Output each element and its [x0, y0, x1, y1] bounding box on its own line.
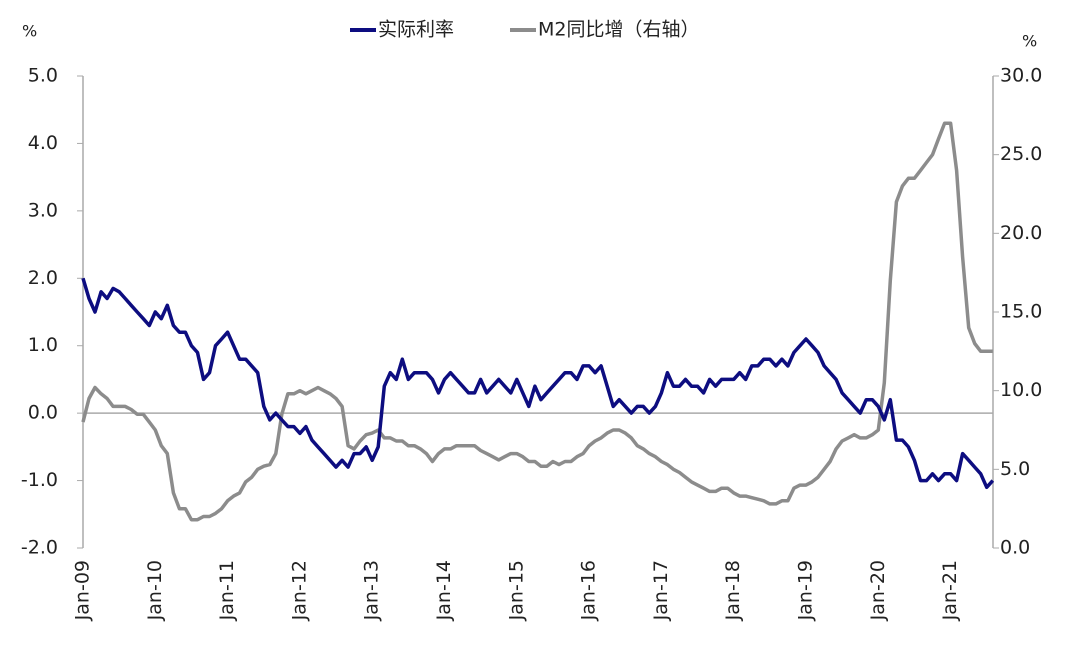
y2-tick-label: 5.0: [1000, 458, 1030, 480]
x-tick-label: Jan-14: [433, 560, 455, 621]
x-tick-label: Jan-21: [939, 560, 961, 621]
y-tick-label: 2.0: [28, 267, 58, 289]
series-line: [81, 277, 995, 490]
y-tick-label: 3.0: [28, 199, 58, 221]
y2-tick-label: 20.0: [1000, 222, 1042, 244]
y-tick-label: 4.0: [28, 132, 58, 154]
x-tick-label: Jan-10: [144, 560, 166, 621]
y2-tick-label: 10.0: [1000, 379, 1042, 401]
x-tick-label: Jan-19: [795, 560, 817, 621]
x-tick-label: Jan-13: [361, 560, 383, 621]
x-tick-label: Jan-12: [288, 560, 310, 621]
y-tick-label: -2.0: [21, 537, 58, 559]
x-tick-label: Jan-17: [650, 560, 672, 621]
y-axis-unit: %: [22, 22, 37, 41]
x-tick-label: Jan-11: [216, 560, 238, 621]
y2-tick-label: 15.0: [1000, 301, 1042, 323]
y-tick-label: 5.0: [28, 65, 58, 87]
x-tick-label: Jan-16: [578, 560, 600, 621]
x-tick-label: Jan-20: [867, 560, 889, 621]
legend: 实际利率 M2同比增（右轴）: [350, 19, 699, 41]
y2-axis-unit: %: [1022, 32, 1037, 51]
x-tick-label: Jan-18: [722, 560, 744, 621]
legend-label: M2同比增（右轴）: [538, 19, 699, 41]
x-tick-label: Jan-15: [505, 560, 527, 621]
legend-label: 实际利率: [378, 19, 454, 41]
series-line: [81, 121, 993, 522]
y-tick-label: -1.0: [21, 469, 58, 491]
y2-tick-label: 25.0: [1000, 143, 1042, 165]
y2-tick-label: 0.0: [1000, 537, 1030, 559]
y2-tick-label: 30.0: [1000, 65, 1042, 87]
x-tick-label: Jan-09: [72, 560, 94, 621]
y-tick-label: 0.0: [28, 402, 58, 424]
y-tick-label: 1.0: [28, 334, 58, 356]
